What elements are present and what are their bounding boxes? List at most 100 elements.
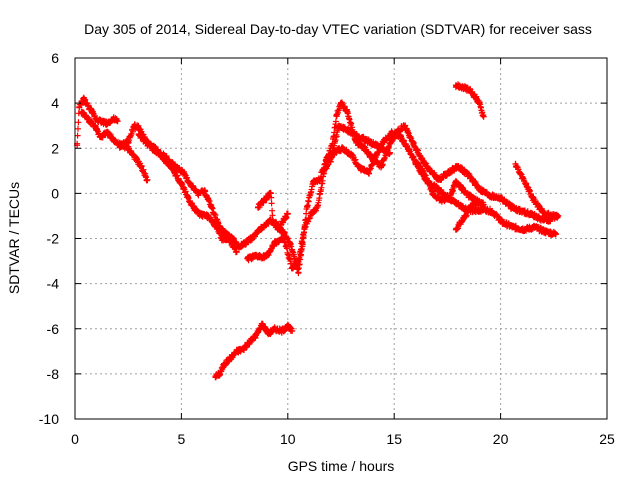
data-point — [316, 176, 323, 183]
data-point — [518, 208, 525, 215]
data-point — [186, 199, 193, 206]
data-point — [476, 100, 483, 107]
data-point — [310, 179, 317, 186]
x-tick-label: 25 — [599, 431, 615, 447]
data-point — [267, 190, 274, 197]
data-point — [263, 253, 270, 260]
data-point — [212, 221, 219, 228]
data-point — [446, 194, 453, 201]
data-point — [548, 212, 555, 219]
data-point — [459, 185, 466, 192]
data-point — [201, 188, 208, 195]
data-point — [301, 224, 308, 231]
data-point — [465, 86, 472, 93]
data-point — [116, 142, 123, 149]
data-point — [406, 147, 413, 154]
data-point — [259, 321, 266, 328]
data-point — [529, 194, 536, 201]
data-point — [512, 161, 519, 168]
data-point — [280, 228, 287, 235]
data-point — [137, 163, 144, 170]
x-tick-label: 15 — [386, 431, 402, 447]
data-point — [397, 133, 404, 140]
y-tick-label: 2 — [51, 140, 59, 156]
data-point — [467, 203, 474, 210]
data-point — [265, 330, 272, 337]
data-point — [357, 165, 364, 172]
data-point — [472, 93, 479, 100]
data-point — [438, 197, 445, 204]
data-point — [535, 203, 542, 210]
x-axis-label: GPS time / hours — [288, 458, 395, 474]
data-point — [233, 249, 240, 256]
data-point — [144, 176, 151, 183]
data-point — [89, 109, 96, 116]
y-tick-label: -4 — [47, 276, 60, 292]
data-point — [401, 122, 408, 129]
x-tick-label: 0 — [71, 431, 79, 447]
data-point — [135, 124, 142, 131]
data-point — [378, 145, 385, 152]
data-point — [459, 84, 466, 91]
x-tick-label: 10 — [280, 431, 296, 447]
data-point — [335, 122, 342, 129]
data-point — [167, 163, 174, 170]
data-point — [248, 235, 255, 242]
data-point — [84, 102, 91, 109]
y-tick-label: -10 — [39, 411, 59, 427]
data-point — [220, 361, 227, 368]
data-point — [280, 235, 287, 242]
data-point — [157, 152, 164, 159]
data-point — [135, 131, 142, 138]
data-point — [352, 138, 359, 145]
data-point — [435, 176, 442, 183]
data-point — [261, 221, 268, 228]
data-point — [459, 217, 466, 224]
series-track-l — [512, 160, 562, 221]
data-point — [361, 145, 368, 152]
data-point — [497, 194, 504, 201]
data-point — [527, 210, 534, 217]
data-point — [452, 179, 459, 186]
series-track-i — [452, 198, 483, 233]
data-point — [93, 115, 100, 122]
data-point — [227, 355, 234, 362]
data-point — [212, 373, 219, 380]
data-point — [295, 258, 302, 265]
data-point — [97, 118, 104, 125]
data-point — [508, 203, 515, 210]
data-point — [195, 210, 202, 217]
data-point — [208, 203, 215, 210]
chart-title: Day 305 of 2014, Sidereal Day-to-day VTE… — [84, 21, 592, 37]
data-point — [255, 228, 262, 235]
data-point — [276, 224, 283, 231]
data-point — [429, 190, 436, 197]
data-point — [289, 328, 296, 335]
data-point — [412, 158, 419, 165]
data-point — [389, 129, 396, 136]
data-point — [338, 100, 344, 107]
data-point — [110, 115, 117, 122]
data-point — [278, 328, 285, 335]
data-point — [344, 109, 351, 116]
data-point — [486, 192, 493, 199]
data-point — [252, 253, 259, 260]
data-point — [395, 127, 402, 134]
data-point — [244, 255, 251, 262]
data-point — [125, 138, 132, 145]
data-point — [263, 194, 270, 201]
series-track-k — [452, 81, 487, 120]
data-point — [320, 170, 327, 177]
data-point — [291, 253, 298, 260]
data-point — [259, 199, 266, 206]
data-layer — [74, 81, 562, 381]
data-point — [125, 145, 132, 152]
data-point — [348, 152, 355, 159]
data-point — [378, 163, 385, 170]
data-point — [544, 217, 551, 224]
data-point — [476, 199, 483, 206]
data-point — [84, 115, 91, 122]
data-point — [369, 140, 376, 147]
data-point — [178, 181, 185, 188]
